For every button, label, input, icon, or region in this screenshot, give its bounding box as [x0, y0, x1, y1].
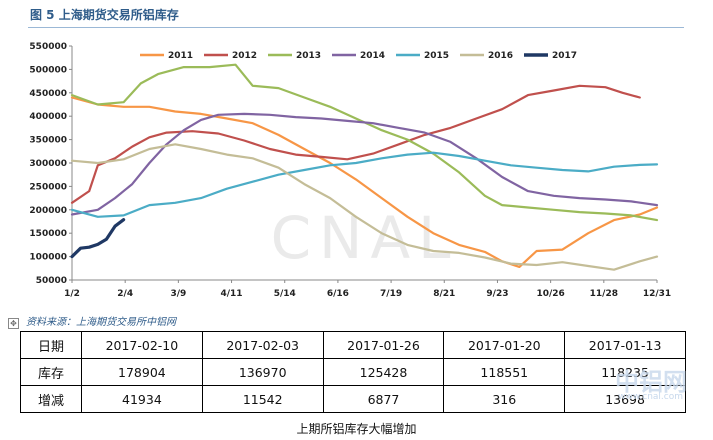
legend-label: 2016 [488, 51, 513, 61]
x-tick-label: 6/16 [327, 289, 349, 299]
line-chart: CNAL 550000 500000 450000 400000 350000 300000… [29, 42, 671, 299]
table-cell: 125428 [322, 358, 445, 386]
row-header: 库存 [20, 358, 82, 386]
legend-label: 2015 [424, 51, 449, 61]
table-cell: 316 [443, 385, 566, 413]
x-tick-label: 8/21 [433, 289, 455, 299]
x-tick-label: 12/31 [643, 289, 671, 299]
x-tick-label: 7/19 [380, 289, 402, 299]
y-tick-label: 50000 [36, 276, 67, 286]
series-line-2016 [70, 143, 659, 271]
x-tick-label: 5/14 [274, 289, 296, 299]
series-line-2015 [70, 151, 659, 218]
table-cell: 2017-01-20 [443, 331, 566, 359]
x-tick-label: 1/2 [64, 289, 80, 299]
x-tick-label: 2/4 [117, 289, 133, 299]
table-cell: 6877 [322, 385, 445, 413]
corner-watermark: 中铝网 [615, 368, 687, 396]
x-tick-label: 9/23 [486, 289, 508, 299]
y-tick-label: 500000 [29, 65, 67, 75]
row-header: 日期 [20, 331, 82, 359]
y-tick-label: 300000 [29, 159, 67, 169]
chart-title: 图 5 上海期货交易所铝库存 [30, 8, 179, 22]
table-cell: 118551 [443, 358, 566, 386]
y-tick-label: 100000 [29, 253, 67, 263]
table-cell: 136970 [201, 358, 324, 386]
figure-caption: 上期所铝库存大幅增加 [296, 422, 417, 436]
y-tick-label: 450000 [29, 89, 67, 99]
title-rule [28, 27, 684, 28]
x-tick-label: 3/9 [170, 289, 186, 299]
table-cell: 41934 [81, 385, 203, 413]
table-cell: 11542 [201, 385, 324, 413]
table-row: 日期 2017-02-10 2017-02-03 2017-01-26 2017-01-… [20, 331, 686, 359]
legend-label: 2012 [232, 51, 257, 61]
y-tick-label: 400000 [29, 112, 67, 122]
legend-label: 2017 [552, 51, 577, 61]
x-tick-label: 11/28 [590, 289, 618, 299]
y-tick-label: 550000 [29, 42, 67, 52]
source-note: 资料来源：上海期货交易所中铝网 [26, 317, 176, 328]
row-header: 增减 [20, 385, 82, 413]
table-row: 库存 178904 136970 125428 118551 118235 [20, 358, 686, 386]
table-move-handle-icon[interactable]: ✥ [8, 318, 19, 329]
legend-label: 2013 [296, 51, 321, 61]
inventory-table: 日期 2017-02-10 2017-02-03 2017-01-26 2017-01-… [20, 331, 686, 413]
y-tick-label: 200000 [29, 206, 67, 216]
watermark-text: CNAL [271, 204, 459, 272]
table-cell: 2017-02-10 [81, 331, 203, 359]
series-line-2011 [70, 96, 659, 268]
series-line-2013 [70, 63, 659, 222]
x-tick-label: 10/26 [536, 289, 564, 299]
table-cell: 2017-01-13 [564, 331, 686, 359]
table-cell: 13698 [564, 385, 686, 413]
table-cell: 118235 [564, 358, 686, 386]
table-cell: 2017-02-03 [201, 331, 324, 359]
x-tick-label: 4/11 [221, 289, 243, 299]
table-cell: 2017-01-26 [322, 331, 445, 359]
y-tick-label: 250000 [29, 182, 67, 192]
series-line-2014 [70, 112, 659, 216]
series-line-2017 [70, 218, 126, 259]
table-cell: 178904 [81, 358, 203, 386]
y-tick-label: 150000 [29, 229, 67, 239]
y-tick-label: 350000 [29, 136, 67, 146]
legend-label: 2014 [360, 51, 385, 61]
corner-watermark-url: www.cnal.com [618, 392, 683, 402]
table-row: 增减 41934 11542 6877 316 13698 [20, 385, 686, 413]
series-line-2012 [70, 84, 641, 204]
legend-label: 2011 [168, 51, 193, 61]
